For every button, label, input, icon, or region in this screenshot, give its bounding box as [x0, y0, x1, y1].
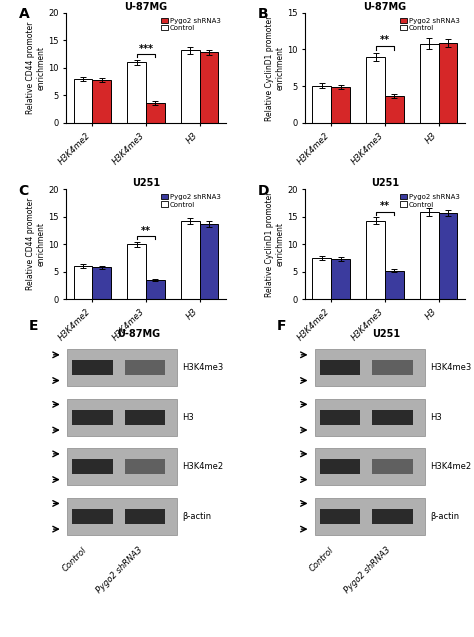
Bar: [125, 410, 165, 424]
Y-axis label: Relative CD44 promoter
enrichment: Relative CD44 promoter enrichment: [26, 198, 46, 290]
Bar: [146, 280, 165, 299]
Bar: [125, 509, 165, 524]
Bar: [319, 459, 360, 474]
Legend: Pygo2 shRNA3, Control: Pygo2 shRNA3, Control: [159, 192, 222, 209]
Y-axis label: Relative CyclinD1 promoter
enrichment: Relative CyclinD1 promoter enrichment: [265, 15, 284, 120]
Bar: [92, 268, 111, 299]
Text: U-87MG: U-87MG: [117, 329, 160, 340]
Bar: [181, 50, 200, 123]
Bar: [373, 509, 413, 524]
Bar: [127, 62, 146, 123]
Text: Pygo2 shRNA3: Pygo2 shRNA3: [95, 545, 145, 595]
Text: H3K4me2: H3K4me2: [182, 462, 223, 471]
Bar: [67, 448, 177, 485]
Bar: [67, 399, 177, 436]
Bar: [72, 509, 113, 524]
Text: β-actin: β-actin: [182, 512, 211, 521]
Bar: [331, 87, 350, 123]
Bar: [73, 79, 92, 123]
Bar: [373, 459, 413, 474]
Bar: [127, 244, 146, 299]
Bar: [366, 57, 385, 123]
Bar: [373, 361, 413, 375]
Bar: [200, 52, 219, 123]
Bar: [92, 80, 111, 123]
Text: C: C: [18, 183, 29, 197]
Bar: [315, 399, 425, 436]
Bar: [67, 498, 177, 534]
Title: U251: U251: [132, 178, 160, 189]
Bar: [331, 259, 350, 299]
Text: U251: U251: [373, 329, 401, 340]
Bar: [385, 271, 404, 299]
Bar: [72, 410, 113, 424]
Text: H3K4me3: H3K4me3: [182, 363, 223, 372]
Title: U-87MG: U-87MG: [125, 2, 167, 12]
Text: **: **: [380, 201, 390, 211]
Bar: [385, 96, 404, 123]
Bar: [315, 498, 425, 534]
Bar: [146, 103, 165, 123]
Bar: [72, 459, 113, 474]
Text: Pygo2 shRNA3: Pygo2 shRNA3: [342, 545, 392, 595]
Y-axis label: Relative CD44 promoter
enrichment: Relative CD44 promoter enrichment: [26, 22, 46, 114]
Text: D: D: [257, 183, 269, 197]
Bar: [319, 410, 360, 424]
Bar: [438, 213, 457, 299]
Bar: [438, 43, 457, 123]
Text: Control: Control: [60, 545, 88, 573]
Text: H3: H3: [182, 413, 194, 422]
Title: U-87MG: U-87MG: [364, 2, 406, 12]
Text: B: B: [257, 7, 268, 21]
Bar: [366, 220, 385, 299]
Text: E: E: [29, 318, 38, 333]
Bar: [373, 410, 413, 424]
Legend: Pygo2 shRNA3, Control: Pygo2 shRNA3, Control: [398, 16, 461, 32]
Text: **: **: [141, 225, 151, 236]
Text: H3K4me2: H3K4me2: [430, 462, 471, 471]
Bar: [319, 361, 360, 375]
Bar: [312, 85, 331, 123]
Bar: [315, 349, 425, 386]
Bar: [420, 212, 438, 299]
Legend: Pygo2 shRNA3, Control: Pygo2 shRNA3, Control: [398, 192, 461, 209]
Bar: [312, 258, 331, 299]
Text: ***: ***: [138, 44, 154, 54]
Legend: Pygo2 shRNA3, Control: Pygo2 shRNA3, Control: [159, 16, 222, 32]
Text: Control: Control: [308, 545, 336, 573]
Bar: [420, 43, 438, 123]
Y-axis label: Relative CyclinD1 promoter
enrichment: Relative CyclinD1 promoter enrichment: [265, 192, 284, 297]
Bar: [125, 459, 165, 474]
Text: F: F: [276, 318, 286, 333]
Text: **: **: [380, 36, 390, 45]
Text: β-actin: β-actin: [430, 512, 459, 521]
Title: U251: U251: [371, 178, 399, 189]
Bar: [73, 266, 92, 299]
Text: H3K4me3: H3K4me3: [430, 363, 471, 372]
Text: H3: H3: [430, 413, 442, 422]
Bar: [319, 509, 360, 524]
Bar: [200, 224, 219, 299]
Bar: [72, 361, 113, 375]
Bar: [67, 349, 177, 386]
Bar: [125, 361, 165, 375]
Bar: [315, 448, 425, 485]
Bar: [181, 221, 200, 299]
Text: A: A: [18, 7, 29, 21]
